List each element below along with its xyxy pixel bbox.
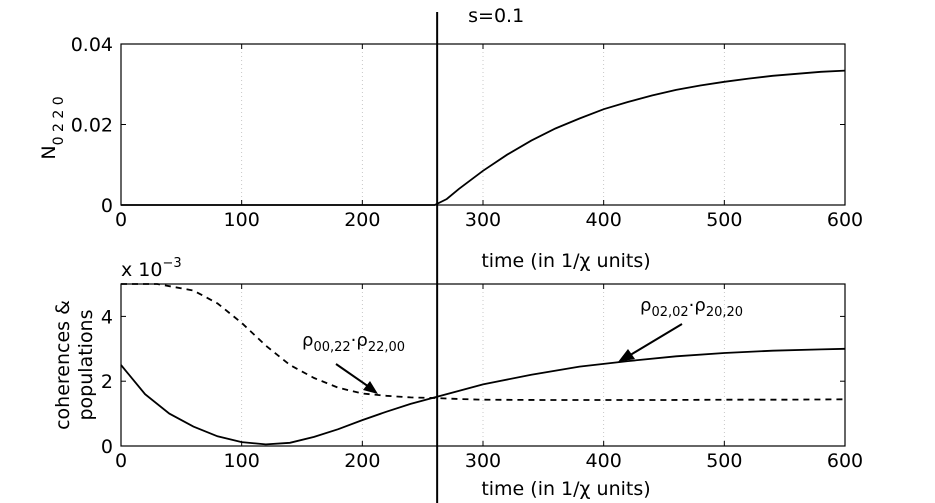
bot-series-line-dashed	[121, 283, 846, 401]
bottom-y-ticks: 0 2 4	[101, 306, 845, 458]
bot-x-tick-label: 0	[115, 450, 127, 472]
dashed-annot-rho1: ρ	[302, 330, 313, 351]
bot-y-tick-label: 2	[101, 371, 113, 393]
top-x-axis-label: time (in 1/χ units)	[481, 250, 650, 272]
top-y-axis-label-sub: 0 2 2 0	[51, 96, 67, 145]
bot-x-tick-label: 300	[465, 450, 501, 472]
bot-series-line-solid	[120, 347, 846, 446]
top-x-tick-label: 400	[586, 209, 622, 231]
solid-annot-rho1: ρ	[640, 295, 651, 316]
bottom-axes-frame	[120, 283, 846, 447]
bot-x-tick-label: 600	[827, 450, 863, 472]
top-y-tick-label: 0.04	[71, 34, 113, 56]
top-grid	[241, 44, 725, 205]
top-y-ticks: 0 0.02 0.04	[71, 34, 845, 217]
dashed-annotation-arrow-head	[363, 381, 378, 394]
bottom-panel: 0 100 200 300 400 500 600 0 2 4 time (in 1/χ uni…	[52, 256, 863, 500]
bot-y-tick-label: 0	[101, 436, 113, 458]
top-x-ticks: 0 100 200 300 400 500 600	[115, 44, 863, 231]
solid-annotation-arrow-shaft	[626, 323, 683, 358]
dashed-annot-sub1: 00,22	[313, 340, 350, 355]
dashed-annotation-arrow-shaft	[335, 363, 373, 390]
top-x-tick-label: 300	[465, 209, 501, 231]
solid-annot-dot: ·	[689, 295, 695, 316]
bottom-grid	[241, 284, 725, 446]
solid-annot-rho2: ρ	[694, 295, 705, 316]
top-axes-frame	[120, 43, 846, 206]
top-y-axis-label-main: N	[38, 145, 60, 159]
bottom-y-axis-label-line2: populations	[75, 309, 97, 420]
dashed-annot-rho2: ρ	[356, 330, 367, 351]
top-x-tick-label: 100	[224, 209, 260, 231]
top-x-tick-label: 0	[115, 209, 127, 231]
top-y-axis-label: N0 2 2 0	[38, 96, 67, 159]
top-series	[121, 69, 846, 206]
solid-annot-sub2: 20,20	[706, 305, 743, 320]
bot-x-tick-label: 400	[586, 450, 622, 472]
bot-y-tick-label: 4	[101, 306, 113, 328]
bottom-scale-note-exponent: −3	[162, 256, 181, 271]
bot-x-tick-label: 100	[224, 450, 260, 472]
bottom-x-ticks: 0 100 200 300 400 500 600	[115, 284, 863, 472]
top-x-tick-label: 200	[344, 209, 380, 231]
bot-x-tick-label: 200	[344, 450, 380, 472]
top-y-tick-label: 0.02	[71, 115, 113, 137]
top-y-tick-label: 0	[101, 195, 113, 217]
top-panel: 0 100 200 300 400 500 600 0 0.02 0.04 time (in 1…	[38, 34, 863, 272]
bot-x-tick-label: 500	[706, 450, 742, 472]
bottom-scale-note: x 10−3	[121, 256, 182, 281]
solid-annotation-arrow-head	[618, 349, 635, 362]
bottom-scale-note-prefix: x 10	[121, 259, 162, 281]
bottom-series	[120, 283, 846, 446]
dashed-annot-dot: ·	[351, 330, 357, 351]
dashed-series-annotation: ρ00,22·ρ22,00	[302, 330, 405, 355]
marker-label: s=0.1	[468, 5, 524, 27]
top-x-tick-label: 600	[827, 209, 863, 231]
dashed-annot-sub2: 22,00	[368, 340, 405, 355]
solid-series-annotation: ρ02,02·ρ20,20	[640, 295, 743, 320]
bottom-x-axis-label: time (in 1/χ units)	[481, 478, 650, 500]
solid-annot-sub1: 02,02	[651, 305, 688, 320]
bottom-y-axis-label-line1: coherences &	[52, 300, 74, 430]
top-series-line-solid	[121, 69, 846, 206]
top-x-tick-label: 500	[706, 209, 742, 231]
